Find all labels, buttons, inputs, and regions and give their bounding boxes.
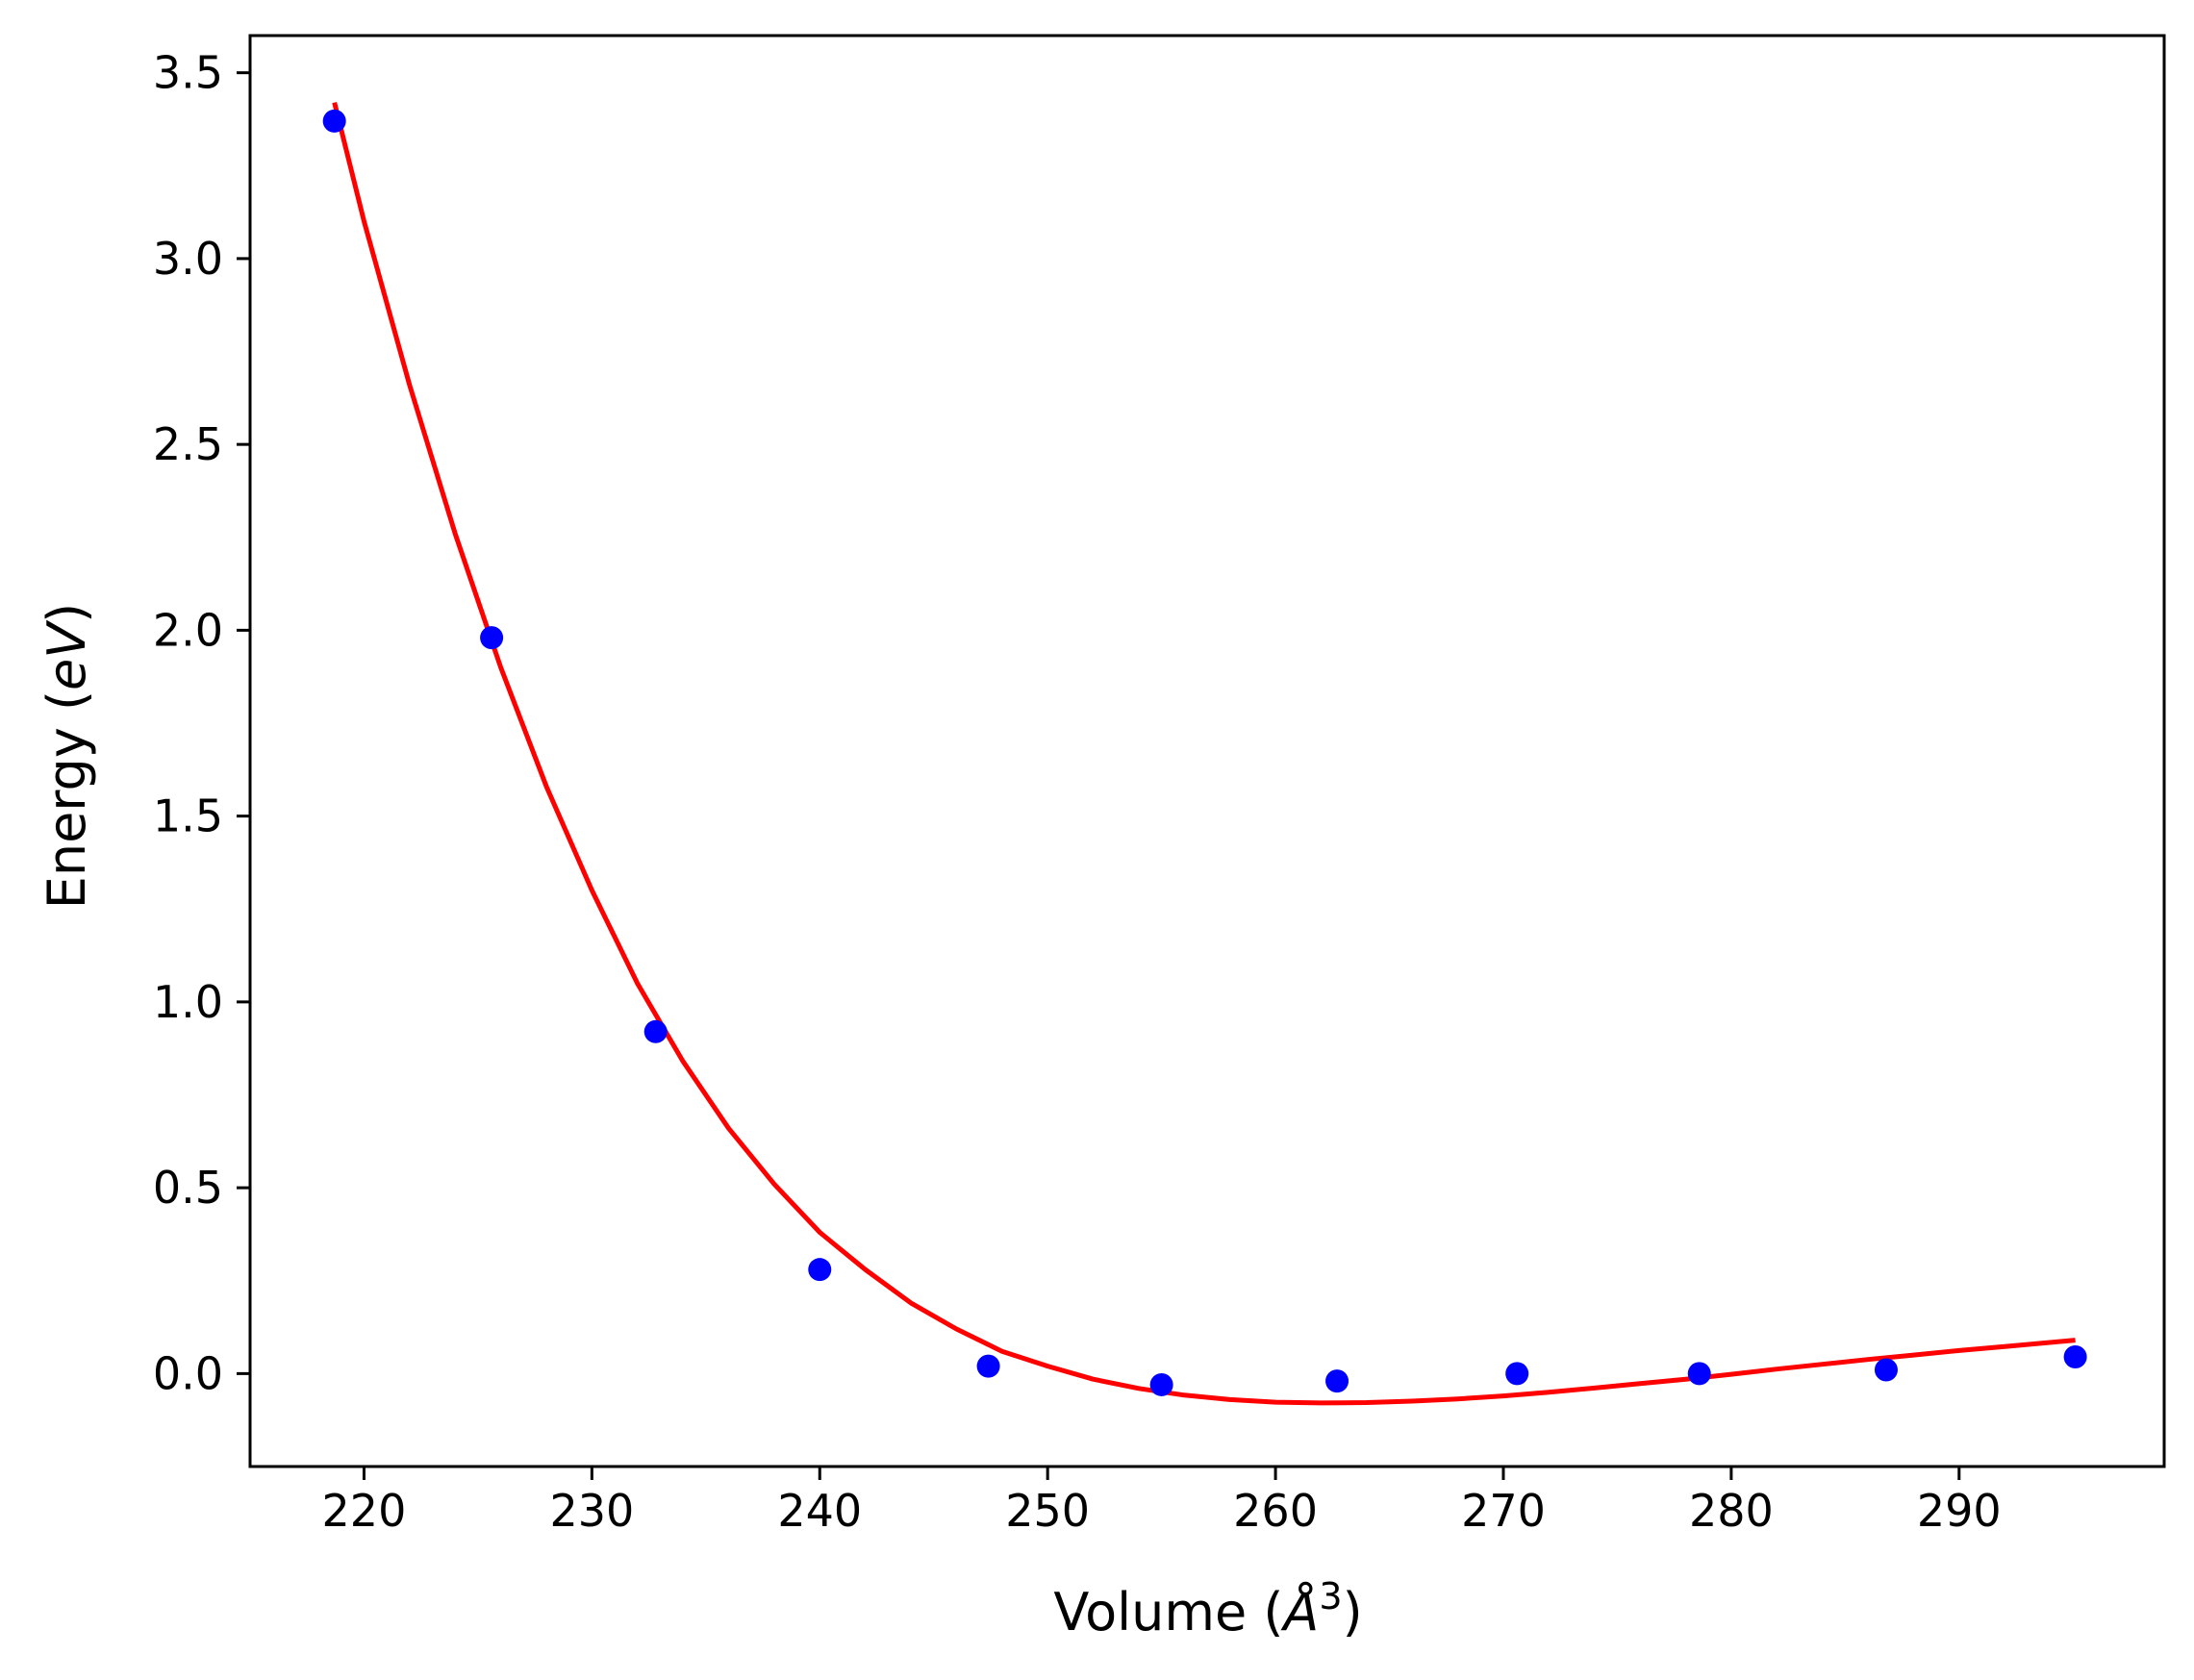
x-tick-label: 260 bbox=[1233, 1485, 1318, 1537]
data-point bbox=[1505, 1362, 1529, 1386]
data-point bbox=[1325, 1369, 1349, 1393]
y-tick-label: 2.0 bbox=[153, 604, 223, 656]
data-point bbox=[480, 626, 504, 650]
plot-frame bbox=[248, 34, 2166, 1468]
y-tick-label: 0.5 bbox=[153, 1162, 223, 1214]
plot-content bbox=[322, 101, 2087, 1406]
x-axis-label: Volume (Å3) bbox=[1053, 1575, 1362, 1642]
y-tick-label: 0.0 bbox=[153, 1347, 223, 1399]
y-tick-label: 1.0 bbox=[153, 976, 223, 1028]
data-point bbox=[976, 1354, 1000, 1378]
fit-curve-line bbox=[332, 101, 2076, 1406]
data-point bbox=[2063, 1344, 2087, 1368]
data-point bbox=[1687, 1362, 1711, 1386]
y-axis-ticks: 0.0 0.5 1.0 1.5 2.0 2.5 3.0 3.5 bbox=[153, 47, 250, 1399]
y-tick-label: 2.5 bbox=[153, 418, 223, 470]
data-point bbox=[322, 109, 346, 133]
x-axis-ticks: 220 230 240 250 260 270 280 290 bbox=[322, 1467, 2002, 1537]
x-tick-label: 270 bbox=[1461, 1485, 1546, 1537]
y-tick-label: 1.5 bbox=[153, 790, 223, 842]
x-tick-label: 280 bbox=[1689, 1485, 1774, 1537]
data-point bbox=[1149, 1372, 1173, 1396]
data-point bbox=[1874, 1358, 1898, 1382]
y-axis-label: Energy (eV) bbox=[37, 603, 97, 910]
x-tick-label: 290 bbox=[1917, 1485, 2002, 1537]
x-tick-label: 240 bbox=[777, 1485, 862, 1537]
x-tick-label: 230 bbox=[549, 1485, 634, 1537]
x-tick-label: 220 bbox=[322, 1485, 407, 1537]
y-tick-label: 3.5 bbox=[153, 47, 223, 99]
data-point bbox=[643, 1019, 668, 1043]
data-point bbox=[808, 1258, 832, 1282]
y-tick-label: 3.0 bbox=[153, 233, 223, 285]
x-tick-label: 250 bbox=[1005, 1485, 1090, 1537]
